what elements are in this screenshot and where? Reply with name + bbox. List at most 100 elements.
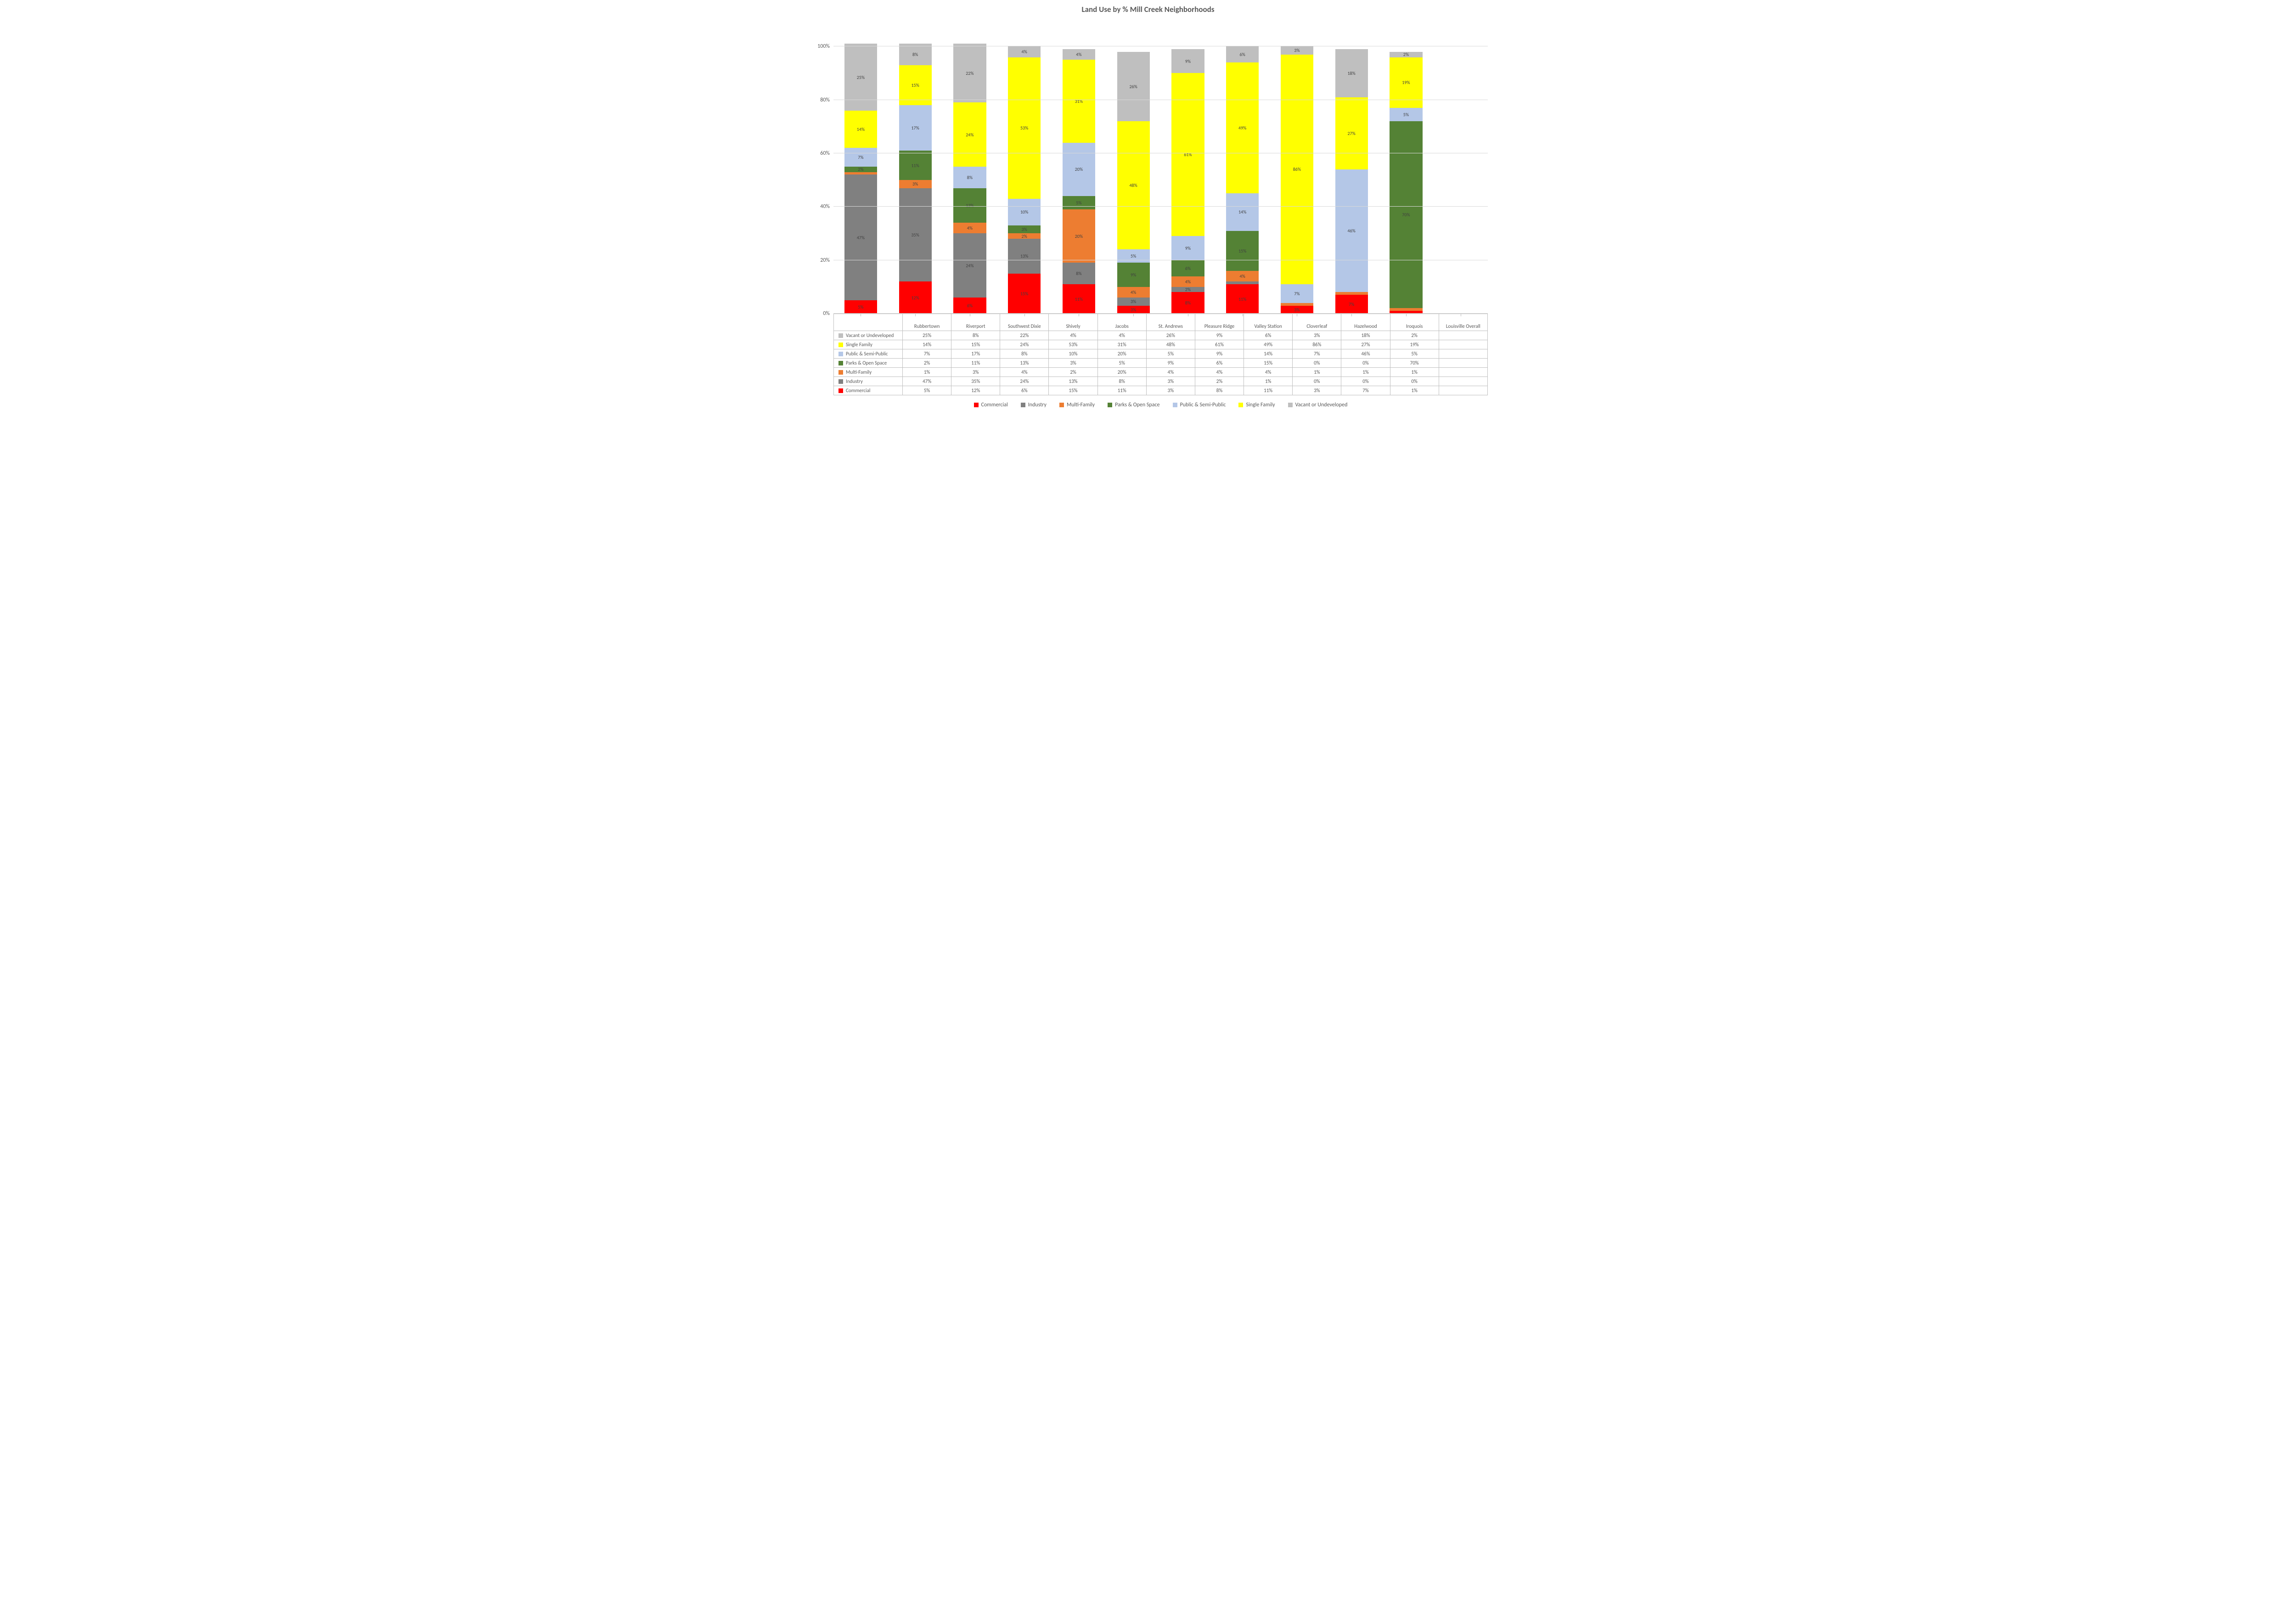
table-cell (1439, 331, 1487, 340)
chart-title: Land Use by % Mill Creek Neighborhoods (808, 5, 1488, 14)
bar-slot: 3%3%4%9%5%48%26% (1106, 20, 1161, 314)
table-cell (1439, 368, 1487, 377)
table-category-cell: Shively (1049, 314, 1097, 331)
table-cell: 15% (1049, 386, 1097, 395)
y-tick-label: 40% (820, 203, 830, 210)
bar-segment: 3% (1008, 225, 1041, 233)
table-cell: 47% (903, 377, 951, 386)
legend-label: Single Family (1246, 402, 1275, 408)
legend-item: Public & Semi-Public (1173, 402, 1226, 408)
legend-swatch (838, 352, 843, 356)
table-cell: 8% (951, 331, 1000, 340)
table-category-cell: Valley Station (1244, 314, 1293, 331)
bar-segment: 3% (1117, 298, 1150, 305)
bar-segment: 5% (1063, 196, 1095, 209)
bar-segment: 26% (1117, 52, 1150, 121)
bar-segment: 17% (899, 105, 932, 151)
table-cell: 19% (1390, 340, 1439, 349)
bar-slot: 11%4%15%14%49%6% (1215, 20, 1270, 314)
bar-segment: 5% (1390, 108, 1422, 121)
y-tick-label: 60% (820, 150, 830, 157)
table-row: Commercial5%12%6%15%11%3%8%11%3%7%1% (834, 386, 1488, 395)
table-cell: 1% (1341, 368, 1390, 377)
bar-slot: 15%13%2%3%10%53%4% (997, 20, 1052, 314)
bar-segment: 48% (1117, 121, 1150, 249)
bar-segment: 5% (1117, 249, 1150, 263)
legend: CommercialIndustryMulti-FamilyParks & Op… (833, 402, 1488, 408)
bar-segment: 19% (1390, 57, 1422, 108)
table-cell: 10% (1049, 349, 1097, 359)
table-cell: 1% (1390, 368, 1439, 377)
bar-segment: 11% (1226, 284, 1259, 314)
bar-segment: 9% (1171, 49, 1204, 73)
legend-label: Parks & Open Space (1115, 402, 1159, 408)
table-cell: 13% (1049, 377, 1097, 386)
legend-item: Multi-Family (1059, 402, 1095, 408)
bar-segment: 6% (953, 298, 986, 314)
grid-line (833, 206, 1488, 207)
table-cell: 12% (951, 386, 1000, 395)
legend-swatch (838, 333, 843, 338)
table-row: Public & Semi-Public7%17%8%10%20%5%9%14%… (834, 349, 1488, 359)
bar-segment: 7% (1335, 295, 1368, 314)
table-cell: 4% (1097, 331, 1146, 340)
bar-segment: 6% (1226, 46, 1259, 62)
bar-segment: 2% (1171, 287, 1204, 292)
bar-segment: 15% (1226, 231, 1259, 271)
bar-segment: 53% (1008, 57, 1041, 199)
bar-slot: 8%2%4%6%9%61%9% (1161, 20, 1216, 314)
data-table: RubbertownRiverportSouthwest DixieShivel… (833, 314, 1488, 395)
bar-slot: 70%5%19%2% (1379, 20, 1434, 314)
stacked-bar: 12%35%3%11%17%15%8% (899, 44, 932, 314)
bars-layer: 5%47%2%7%14%25%12%35%3%11%17%15%8%6%24%4… (833, 20, 1488, 314)
x-tick (1133, 314, 1134, 316)
table-cell: 8% (1097, 377, 1146, 386)
plot-row: 0%20%40%60%80%100% 5%47%2%7%14%25%12%35%… (808, 20, 1488, 314)
legend-swatch (838, 370, 843, 375)
bar-segment: 3% (899, 180, 932, 188)
stacked-bar: 3%7%86%3% (1281, 46, 1313, 314)
table-cell: 2% (1390, 331, 1439, 340)
table-cell: 1% (1244, 377, 1293, 386)
bar-segment: 24% (953, 233, 986, 298)
bar-segment: 2% (1008, 233, 1041, 239)
table-row-head: Public & Semi-Public (834, 349, 903, 359)
table-cell: 20% (1097, 368, 1146, 377)
table-cell: 5% (1146, 349, 1195, 359)
table-cell: 4% (1195, 368, 1244, 377)
table-row-head: Industry (834, 377, 903, 386)
bar-segment: 15% (1008, 274, 1041, 314)
table-category-cell: Jacobs (1097, 314, 1146, 331)
legend-swatch (1108, 403, 1112, 407)
legend-swatch (1288, 403, 1293, 407)
table-category-cell: Riverport (951, 314, 1000, 331)
table-cell: 15% (1244, 359, 1293, 368)
table-category-cell: Pleasure Ridge (1195, 314, 1244, 331)
table-cell: 0% (1390, 377, 1439, 386)
bar-segment: 10% (1008, 199, 1041, 225)
x-tick (915, 314, 916, 316)
table-row-label: Vacant or Undeveloped (846, 332, 894, 338)
table-cell: 3% (1146, 386, 1195, 395)
table-cell: 24% (1000, 377, 1049, 386)
table-cell: 14% (1244, 349, 1293, 359)
table-row-label: Commercial (846, 388, 870, 393)
legend-item: Single Family (1238, 402, 1275, 408)
table-cell: 4% (1146, 368, 1195, 377)
bar-segment: 7% (1281, 284, 1313, 303)
table-cell: 25% (903, 331, 951, 340)
table-cell (1439, 340, 1487, 349)
bar-segment: 6% (1171, 260, 1204, 276)
bar-segment: 8% (1063, 263, 1095, 284)
bar-segment: 4% (1008, 46, 1041, 57)
stacked-bar: 7%46%27%18% (1335, 49, 1368, 314)
stacked-bar: 6%24%4%13%8%24%22% (953, 44, 986, 314)
stacked-bar: 5%47%2%7%14%25% (844, 44, 877, 314)
table-category-cell: Southwest Dixie (1000, 314, 1049, 331)
table-cell: 7% (903, 349, 951, 359)
table-header-row: RubbertownRiverportSouthwest DixieShivel… (834, 314, 1488, 331)
stacked-bar: 3%3%4%9%5%48%26% (1117, 52, 1150, 314)
table-cell: 1% (1293, 368, 1341, 377)
legend-item: Commercial (974, 402, 1008, 408)
table-cell (1439, 377, 1487, 386)
